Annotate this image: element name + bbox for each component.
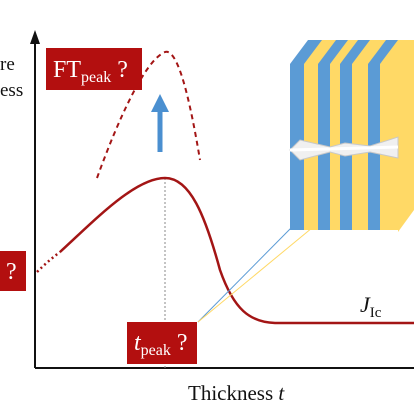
t-peak-main: t	[134, 330, 142, 356]
ft-peak-dashed-curve	[96, 50, 201, 179]
svg-text:FTpeak ?: FTpeak ?	[53, 57, 128, 86]
projection-line-blue	[197, 225, 294, 323]
main-curve-dotted-start	[36, 251, 61, 273]
x-axis-label: Thickness t	[188, 381, 285, 405]
ft-peak-main: FT	[53, 57, 81, 83]
main-curve	[59, 176, 414, 325]
left-question-label: ?	[0, 251, 26, 291]
j-ic-label: JIc	[360, 292, 382, 321]
x-axis-label-text: Thickness	[188, 381, 278, 405]
x-axis-label-variable: t	[278, 381, 285, 405]
projection-line-yellow	[197, 222, 319, 323]
laminate-specimen-icon	[289, 40, 414, 232]
up-arrow-head	[151, 94, 169, 112]
y-axis-label-line2: ess	[0, 80, 23, 101]
svg-text:tpeak ?: tpeak ?	[134, 330, 188, 359]
y-axis-arrowhead	[30, 30, 40, 44]
j-ic-main: J	[360, 292, 371, 317]
ft-peak-sub: peak	[81, 69, 111, 86]
t-peak-suffix: ?	[171, 330, 188, 356]
j-ic-sub: Ic	[370, 305, 382, 321]
left-question-text: ?	[6, 259, 17, 285]
t-peak-label: tpeak ?	[127, 322, 197, 364]
t-peak-sub: peak	[141, 342, 171, 359]
ft-peak-label: FTpeak ?	[46, 48, 142, 90]
y-axis-label-line1: re	[0, 54, 15, 75]
ft-peak-suffix: ?	[111, 57, 128, 83]
